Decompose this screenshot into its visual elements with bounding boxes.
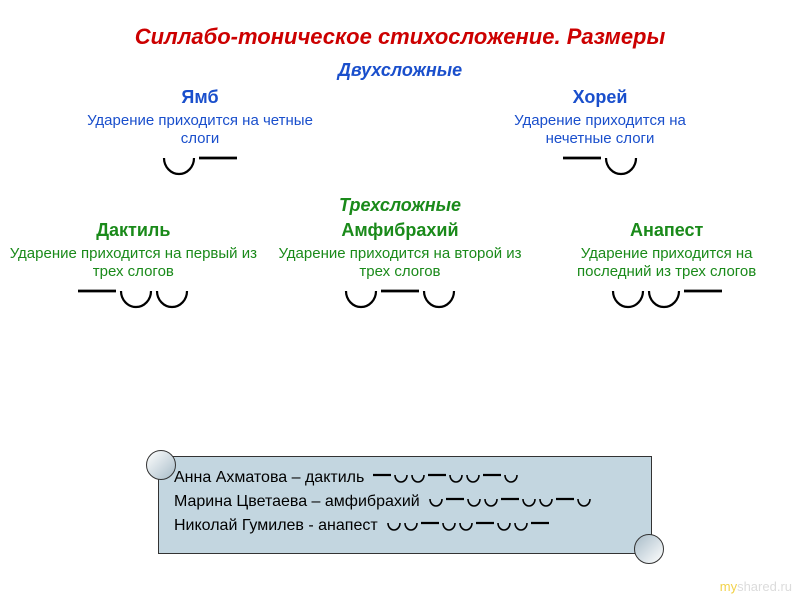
iamb-block: Ямб Ударение приходится на четные слоги [80,87,320,181]
anapest-pattern [611,289,723,309]
trochee-block: Хорей Ударение приходится на нечетные сл… [480,87,720,181]
section-disyllabic: Двухсложные [0,60,800,81]
iamb-name: Ямб [80,87,320,108]
disyllabic-row: Ямб Ударение приходится на четные слоги … [0,87,800,181]
iamb-desc: Ударение приходится на четные слоги [80,112,320,148]
scroll-curl-icon [146,450,176,480]
section-trisyllabic: Трехсложные [0,195,800,216]
amphibrach-block: Амфибрахий Ударение приходится на второй… [275,220,525,314]
examples-text: Анна Ахматова – дактиль Марина Цветаева … [174,466,592,538]
amphibrach-pattern [344,289,456,309]
example-label: Николай Гумилев - анапест [174,514,378,538]
trochee-name: Хорей [480,87,720,108]
watermark-prefix: my [720,579,737,594]
anapest-block: Анапест Ударение приходится на последний… [542,220,792,314]
watermark-suffix: shared.ru [737,579,792,594]
example-pattern [428,497,592,508]
scroll-curl-icon [634,534,664,564]
main-title: Силлабо-тоническое стихосложение. Размер… [0,0,800,50]
amphibrach-name: Амфибрахий [275,220,525,241]
trisyllabic-row: Дактиль Ударение приходится на первый из… [0,220,800,314]
dactyl-pattern [77,289,189,309]
example-label: Марина Цветаева – амфибрахий [174,490,420,514]
example-pattern [386,521,550,532]
example-pattern [372,473,519,484]
watermark: myshared.ru [720,579,792,594]
example-line: Анна Ахматова – дактиль [174,466,592,490]
anapest-name: Анапест [542,220,792,241]
example-label: Анна Ахматова – дактиль [174,466,364,490]
trochee-desc: Ударение приходится на нечетные слоги [480,112,720,148]
trochee-pattern [562,156,638,176]
examples-scroll: Анна Ахматова – дактиль Марина Цветаева … [140,450,670,560]
amphibrach-desc: Ударение приходится на второй из трех сл… [275,245,525,281]
example-line: Марина Цветаева – амфибрахий [174,490,592,514]
iamb-pattern [162,156,238,176]
dactyl-block: Дактиль Ударение приходится на первый из… [8,220,258,314]
anapest-desc: Ударение приходится на последний из трех… [542,245,792,281]
dactyl-name: Дактиль [8,220,258,241]
example-line: Николай Гумилев - анапест [174,514,592,538]
dactyl-desc: Ударение приходится на первый из трех сл… [8,245,258,281]
